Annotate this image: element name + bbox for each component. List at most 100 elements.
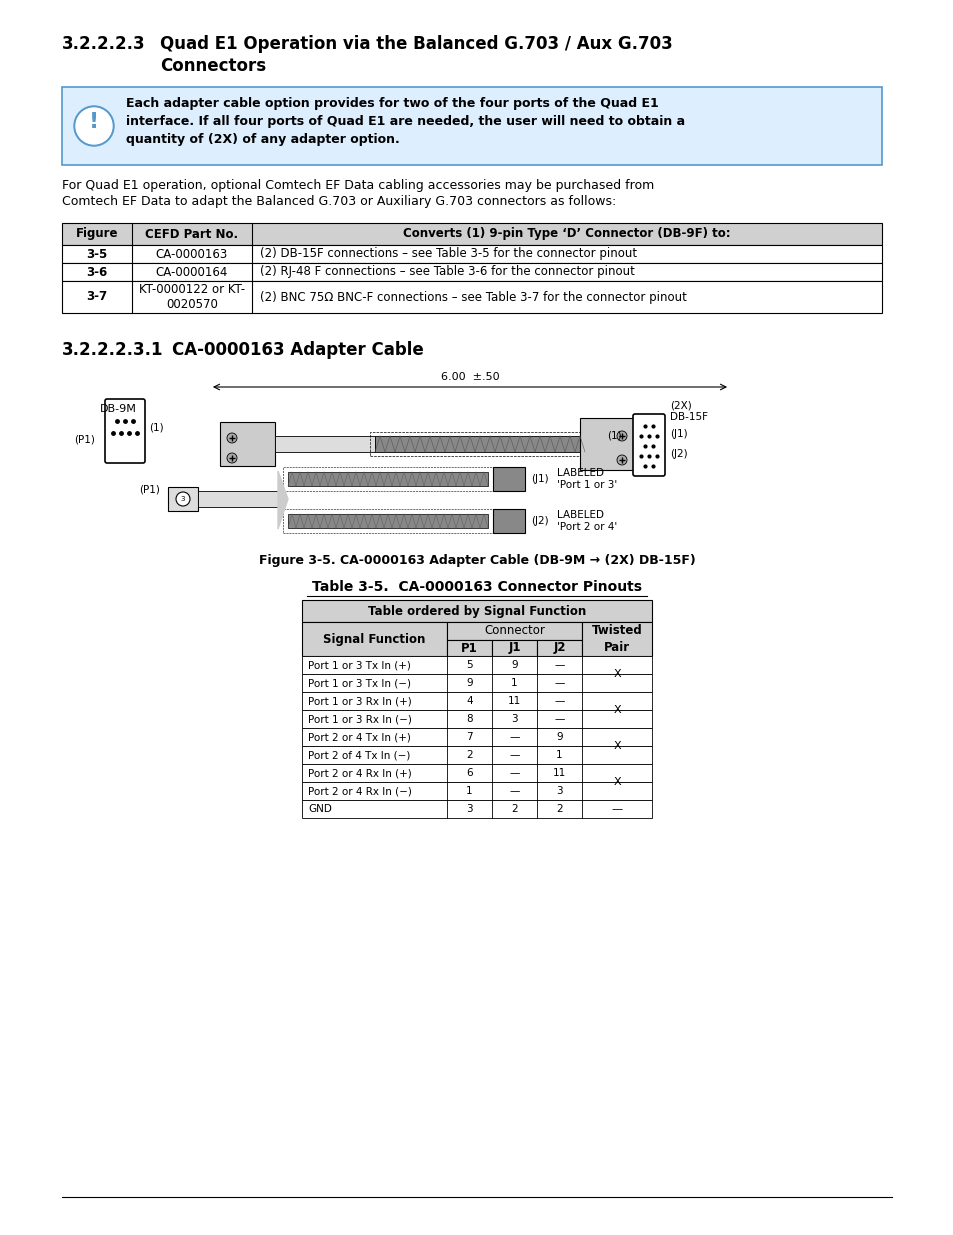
- Text: 11: 11: [507, 697, 520, 706]
- Text: (2) RJ-48 F connections – see Table 3-6 for the connector pinout: (2) RJ-48 F connections – see Table 3-6 …: [260, 266, 634, 279]
- Text: (J2): (J2): [669, 450, 687, 459]
- Bar: [168, 487, 198, 511]
- Bar: [581, 622, 651, 656]
- Circle shape: [175, 492, 190, 506]
- Text: LABELED: LABELED: [557, 468, 603, 478]
- Text: 2: 2: [511, 804, 517, 814]
- Text: 1: 1: [556, 750, 562, 760]
- Text: Table ordered by Signal Function: Table ordered by Signal Function: [368, 604, 585, 618]
- Text: 'Port 2 or 4': 'Port 2 or 4': [557, 522, 617, 532]
- Text: Port 1 or 3 Rx In (−): Port 1 or 3 Rx In (−): [308, 714, 412, 724]
- Text: —: —: [509, 732, 519, 742]
- Text: —: —: [509, 750, 519, 760]
- Text: 3: 3: [180, 496, 185, 501]
- Text: 4: 4: [466, 697, 473, 706]
- Text: CA-0000164: CA-0000164: [155, 266, 228, 279]
- Text: —: —: [509, 785, 519, 797]
- Circle shape: [227, 453, 236, 463]
- Bar: [302, 746, 651, 764]
- Text: Connector: Connector: [483, 625, 544, 637]
- Text: DB-15F: DB-15F: [669, 412, 707, 422]
- Bar: [302, 800, 651, 818]
- Bar: [493, 467, 524, 492]
- Text: Signal Function: Signal Function: [323, 632, 425, 646]
- Bar: [288, 514, 488, 529]
- Bar: [220, 422, 274, 466]
- Text: 3.2.2.2.3: 3.2.2.2.3: [62, 35, 146, 53]
- FancyBboxPatch shape: [633, 414, 664, 475]
- Text: Port 2 of 4 Tx In (−): Port 2 of 4 Tx In (−): [308, 750, 410, 760]
- Text: Port 1 or 3 Tx In (+): Port 1 or 3 Tx In (+): [308, 659, 411, 671]
- Bar: [375, 436, 579, 452]
- Circle shape: [617, 431, 626, 441]
- Bar: [302, 622, 447, 656]
- Text: Port 2 or 4 Rx In (−): Port 2 or 4 Rx In (−): [308, 785, 412, 797]
- Text: 5: 5: [466, 659, 473, 671]
- Text: J2: J2: [553, 641, 565, 655]
- Text: (2) BNC 75Ω BNC-F connections – see Table 3-7 for the connector pinout: (2) BNC 75Ω BNC-F connections – see Tabl…: [260, 290, 686, 304]
- Text: 3-5: 3-5: [87, 247, 108, 261]
- Text: Figure 3-5. CA-0000163 Adapter Cable (DB-9M → (2X) DB-15F): Figure 3-5. CA-0000163 Adapter Cable (DB…: [258, 555, 695, 567]
- Text: X: X: [613, 669, 620, 679]
- Text: —: —: [554, 714, 564, 724]
- Text: Table 3-5.  CA-0000163 Connector Pinouts: Table 3-5. CA-0000163 Connector Pinouts: [312, 580, 641, 594]
- Text: Connectors: Connectors: [160, 57, 266, 75]
- Text: DB-9M: DB-9M: [100, 404, 136, 414]
- Text: 3: 3: [556, 785, 562, 797]
- FancyBboxPatch shape: [62, 86, 882, 165]
- Bar: [274, 436, 375, 452]
- Text: —: —: [554, 697, 564, 706]
- Bar: [302, 692, 651, 710]
- Text: 2: 2: [556, 804, 562, 814]
- Text: X: X: [613, 741, 620, 751]
- Text: 6: 6: [466, 768, 473, 778]
- Bar: [302, 782, 651, 800]
- Text: 11: 11: [553, 768, 565, 778]
- Text: 7: 7: [466, 732, 473, 742]
- Bar: [302, 764, 651, 782]
- Bar: [302, 600, 651, 622]
- FancyBboxPatch shape: [105, 399, 145, 463]
- Text: GND: GND: [308, 804, 332, 814]
- Text: X: X: [613, 777, 620, 787]
- Text: Port 2 or 4 Rx In (+): Port 2 or 4 Rx In (+): [308, 768, 412, 778]
- Text: CEFD Part No.: CEFD Part No.: [145, 227, 238, 241]
- Text: 'Port 1 or 3': 'Port 1 or 3': [557, 480, 617, 490]
- Text: Port 1 or 3 Tx In (−): Port 1 or 3 Tx In (−): [308, 678, 411, 688]
- Text: 9: 9: [466, 678, 473, 688]
- Text: Port 2 or 4 Tx In (+): Port 2 or 4 Tx In (+): [308, 732, 411, 742]
- Bar: [62, 263, 882, 282]
- Text: 8: 8: [466, 714, 473, 724]
- Text: —: —: [509, 768, 519, 778]
- Text: 1: 1: [466, 785, 473, 797]
- Text: (1): (1): [149, 422, 164, 432]
- Text: For Quad E1 operation, optional Comtech EF Data cabling accessories may be purch: For Quad E1 operation, optional Comtech …: [62, 179, 654, 191]
- Text: Each adapter cable option provides for two of the four ports of the Quad E1
inte: Each adapter cable option provides for t…: [126, 98, 684, 146]
- Bar: [288, 472, 488, 487]
- Text: 3-7: 3-7: [87, 290, 108, 304]
- Text: Port 1 or 3 Rx In (+): Port 1 or 3 Rx In (+): [308, 697, 412, 706]
- Text: Figure: Figure: [75, 227, 118, 241]
- Text: 2: 2: [466, 750, 473, 760]
- Text: 6.00  ±.50: 6.00 ±.50: [440, 372, 498, 382]
- Text: (J1): (J1): [669, 429, 687, 438]
- Text: (2) DB-15F connections – see Table 3-5 for the connector pinout: (2) DB-15F connections – see Table 3-5 f…: [260, 247, 637, 261]
- Bar: [302, 727, 651, 746]
- Text: (2X): (2X): [669, 400, 691, 410]
- Bar: [579, 417, 635, 471]
- Text: 3.2.2.2.3.1: 3.2.2.2.3.1: [62, 341, 163, 359]
- Polygon shape: [277, 471, 288, 529]
- Text: CA-0000163: CA-0000163: [155, 247, 228, 261]
- Circle shape: [617, 454, 626, 466]
- Circle shape: [227, 433, 236, 443]
- Text: 3: 3: [511, 714, 517, 724]
- Text: —: —: [554, 659, 564, 671]
- Bar: [62, 282, 882, 312]
- Bar: [62, 245, 882, 263]
- Bar: [447, 640, 492, 656]
- Text: Twisted
Pair: Twisted Pair: [591, 624, 641, 655]
- Bar: [302, 710, 651, 727]
- Bar: [302, 674, 651, 692]
- Text: (J1): (J1): [531, 474, 548, 484]
- Text: (P1): (P1): [74, 433, 95, 445]
